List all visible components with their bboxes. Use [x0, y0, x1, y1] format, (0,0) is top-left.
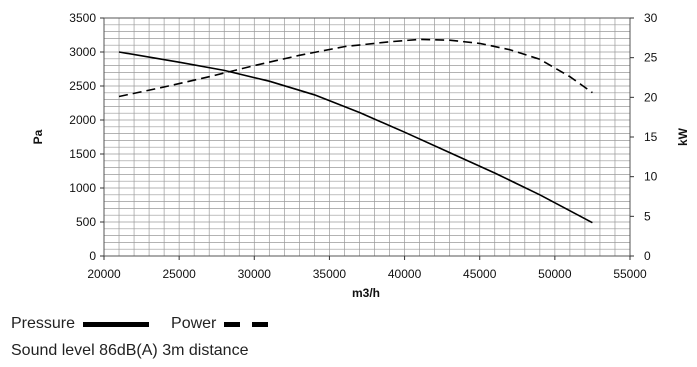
- sound-level-note: Sound level 86dB(A) 3m distance: [11, 342, 249, 359]
- pressure-series-line: [118, 51, 593, 224]
- x-axis-title: m3/h: [352, 286, 380, 300]
- legend-power-label: Power: [171, 315, 217, 332]
- legend-dashed-line-icon: [224, 321, 269, 327]
- x-tick-label: 40000: [388, 267, 422, 281]
- x-tick-label: 35000: [313, 267, 347, 281]
- y-axis-title: Pa: [31, 129, 45, 144]
- x-tick-label: 55000: [613, 267, 647, 281]
- left-tick-label: 1500: [69, 147, 96, 161]
- y2-axis-title: kW: [676, 127, 690, 146]
- right-tick-label: 25: [644, 51, 658, 65]
- series-layer: [118, 38, 593, 224]
- power-series-line: [118, 38, 593, 98]
- x-axis-ticks: 20000 25000 30000 35000 40000 45000 50000 55000: [87, 256, 647, 281]
- pressure-power-chart: 0 500 1000 1500 2000 2500 3000 3500 0 5 10 15 20 25 3…: [31, 11, 690, 300]
- left-tick-label: 0: [89, 249, 96, 263]
- left-axis-ticks: 0 500 1000 1500 2000 2500 3000 3500: [69, 11, 104, 263]
- plot-frame: [103, 17, 631, 257]
- right-tick-label: 5: [644, 209, 651, 223]
- left-tick-label: 3000: [69, 45, 96, 59]
- right-axis-ticks: 0 5 10 15 20 25 30: [630, 11, 658, 263]
- legend-solid-line-icon: [83, 321, 150, 327]
- grid-lines: [104, 18, 630, 256]
- x-tick-label: 50000: [538, 267, 572, 281]
- left-tick-label: 3500: [69, 11, 96, 25]
- right-tick-label: 10: [644, 170, 658, 184]
- x-tick-label: 30000: [238, 267, 272, 281]
- right-tick-label: 20: [644, 90, 658, 104]
- x-tick-label: 20000: [87, 267, 121, 281]
- right-tick-label: 0: [644, 249, 651, 263]
- legend-pressure-label: Pressure: [11, 315, 76, 332]
- x-tick-label: 25000: [162, 267, 196, 281]
- left-tick-label: 2000: [69, 113, 96, 127]
- left-tick-label: 1000: [69, 181, 96, 195]
- x-tick-label: 45000: [463, 267, 497, 281]
- legend: Pressure Power: [11, 312, 269, 336]
- right-tick-label: 30: [644, 11, 658, 25]
- left-tick-label: 2500: [69, 79, 96, 93]
- left-tick-label: 500: [76, 215, 96, 229]
- right-tick-label: 15: [644, 130, 658, 144]
